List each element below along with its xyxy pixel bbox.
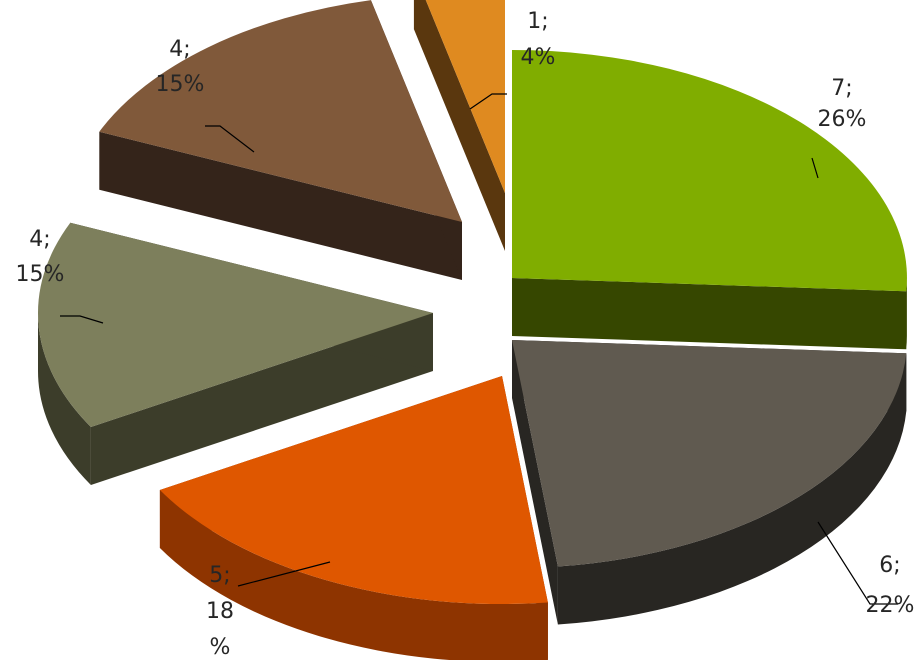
data-label-line: 18 xyxy=(206,599,234,624)
data-label-line: 4% xyxy=(521,45,556,70)
pie-slice-4 xyxy=(37,222,434,485)
slice-top-face xyxy=(512,50,907,292)
pie-slice-3 xyxy=(159,376,548,660)
slices-layer xyxy=(37,0,907,660)
pie-slice-1 xyxy=(512,50,907,350)
data-label-line: 4; xyxy=(169,37,190,62)
data-label-line: 5; xyxy=(209,563,230,588)
leader-line-4 xyxy=(60,315,104,324)
data-label-line: 1; xyxy=(527,9,548,34)
data-label-2: 6; 22% xyxy=(866,553,915,618)
data-label-line: 22% xyxy=(866,593,915,618)
slice-rim xyxy=(159,490,548,660)
slice-top-face xyxy=(425,0,505,193)
pie-slice-2 xyxy=(512,340,907,625)
data-label-6: 1;4% xyxy=(521,9,556,70)
data-label-line: 7; xyxy=(831,76,852,101)
slice-wall-start xyxy=(90,313,434,485)
leader-line-1 xyxy=(811,157,819,179)
data-label-5: 4;15% xyxy=(156,37,205,97)
data-label-line: % xyxy=(210,635,231,660)
slice-top-face xyxy=(159,376,548,605)
leader-line-5 xyxy=(205,125,255,153)
slice-rim xyxy=(906,278,907,350)
pie-slice-5 xyxy=(99,0,463,280)
data-label-1: 7;26% xyxy=(818,76,867,132)
slice-wall-end xyxy=(512,278,907,350)
leader-line-2 xyxy=(817,521,898,605)
pie-slice-6 xyxy=(413,0,505,251)
leader-line-6 xyxy=(469,93,507,110)
data-label-line: 4; xyxy=(29,227,50,252)
leader-line-3 xyxy=(237,561,331,587)
slice-wall-end xyxy=(512,340,558,625)
leader-lines xyxy=(60,93,898,605)
data-labels: 7;26%6;22%5;18%4;15%4;15%1;4% xyxy=(16,9,915,660)
slice-top-face xyxy=(512,340,907,567)
slice-wall-start xyxy=(413,0,505,251)
slice-top-face xyxy=(99,0,463,222)
data-label-3: 5; 18% xyxy=(206,563,234,660)
data-label-line: 15% xyxy=(156,72,205,97)
data-label-line: 26% xyxy=(818,107,867,132)
data-label-4: 4;15% xyxy=(16,227,65,287)
data-label-line: 6; xyxy=(879,553,900,578)
data-label-line: 15% xyxy=(16,262,65,287)
slice-rim xyxy=(37,313,91,485)
slice-rim xyxy=(557,353,907,625)
slice-wall-start xyxy=(99,131,463,280)
slice-top-face xyxy=(37,222,433,427)
